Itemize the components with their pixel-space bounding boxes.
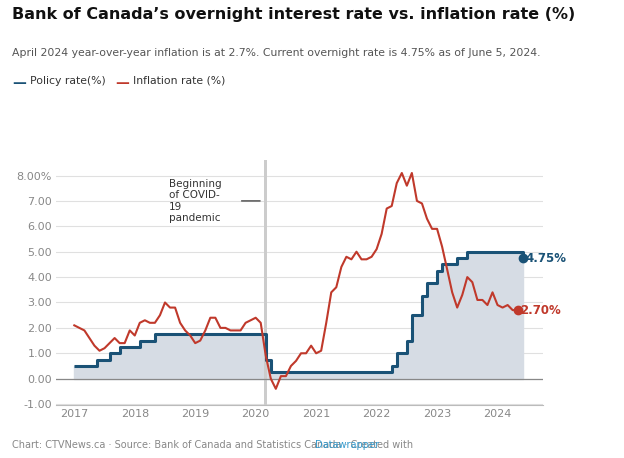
Text: 4.75%: 4.75% (525, 251, 566, 265)
Text: April 2024 year-over-year inflation is at 2.7%. Current overnight rate is 4.75% : April 2024 year-over-year inflation is a… (12, 48, 541, 58)
Text: —: — (115, 76, 129, 90)
Text: Bank of Canada’s overnight interest rate vs. inflation rate (%): Bank of Canada’s overnight interest rate… (12, 7, 576, 22)
Text: —: — (12, 76, 26, 90)
Text: Policy rate(%): Policy rate(%) (30, 76, 105, 86)
Text: Beginning
of COVID-
19
pandemic: Beginning of COVID- 19 pandemic (169, 179, 222, 224)
Text: 2.70%: 2.70% (520, 304, 561, 316)
Text: Datawrapper: Datawrapper (315, 440, 379, 450)
Bar (265, 160, 268, 405)
Text: Chart: CTVNews.ca · Source: Bank of Canada and Statistics Canada · Created with: Chart: CTVNews.ca · Source: Bank of Cana… (12, 440, 417, 450)
Text: Inflation rate (%): Inflation rate (%) (133, 76, 225, 86)
